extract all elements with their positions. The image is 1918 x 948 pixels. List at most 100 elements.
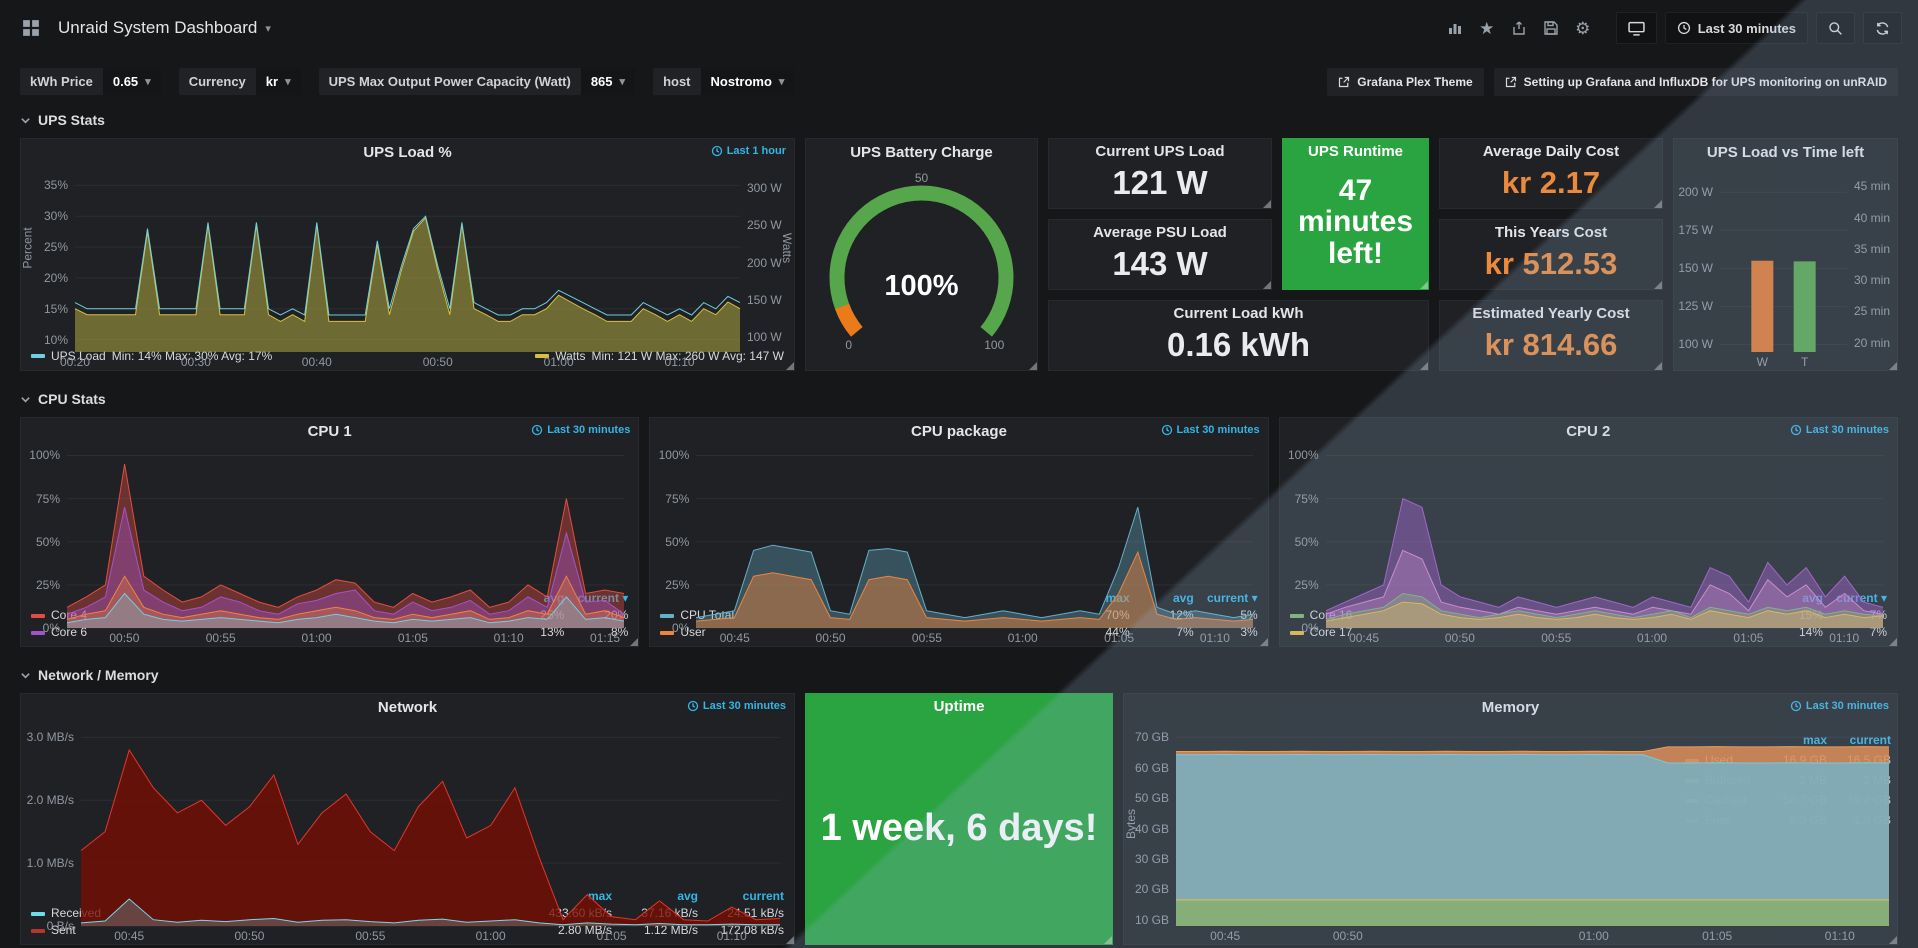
panel-title[interactable]: Uptime <box>933 697 985 715</box>
panel-resize-handle[interactable] <box>630 638 639 646</box>
panel-title[interactable]: UPS Battery Charge <box>850 143 993 161</box>
cpu-package-plot[interactable]: 0% 25% 50% 75% 100% 00:45 00:50 00:55 01:00 01:05… <box>650 444 1267 645</box>
legend-series[interactable]: Watts Min: 121 W Max: 260 W Avg: 147 W <box>535 349 784 363</box>
panel-estimated-yearly-cost: Estimated Yearly Cost kr 814.66 <box>1439 300 1663 371</box>
panel-title[interactable]: Network Last 30 minutes <box>377 698 786 716</box>
link-ups-monitoring-guide[interactable]: Setting up Grafana and InfluxDB for UPS … <box>1493 68 1898 96</box>
add-panel-icon[interactable] <box>1440 13 1470 43</box>
panel-resize-handle[interactable] <box>1263 200 1271 208</box>
legend-series[interactable]: Core 4 <box>31 607 500 624</box>
apps-grid-icon[interactable] <box>16 13 46 43</box>
ups-stats-row: UPS Load % Last 1 hour 10% 15% 20% 25% 30% 35… <box>20 138 1898 371</box>
variable-value-dropdown[interactable]: kr ▾ <box>255 68 301 95</box>
legend-column-header[interactable]: current <box>742 889 784 903</box>
cpu-1-plot[interactable]: 0% 25% 50% 75% 100% 00:50 00:55 01:00 01:05 01:10… <box>21 444 638 645</box>
legend-series[interactable]: Core 6 <box>31 624 500 641</box>
panel-resize-handle[interactable] <box>1029 362 1037 370</box>
memory-plot[interactable]: 10 GB 20 GB 30 GB 40 GB 50 GB 60 GB 70 GB 00:45… <box>1124 720 1890 944</box>
panel-time-badge: Last 30 minutes <box>687 700 786 712</box>
ups-load-plot[interactable]: 10% 15% 20% 25% 30% 35% 100 W 150 W 200 W 250 W 30… <box>21 165 794 369</box>
chevron-down-icon <box>21 117 30 124</box>
legend-column-header[interactable]: max <box>587 889 612 903</box>
axis-tick-label: 01:00 <box>543 355 574 369</box>
panel-resize-handle[interactable] <box>786 362 794 370</box>
panel-title[interactable]: Average PSU Load <box>1093 223 1227 241</box>
panel-cpu-2: CPU 2 Last 30 minutes 0% 25% 50% 75% 100% 00:… <box>1278 417 1898 647</box>
legend-column-header[interactable]: current ▾ <box>1836 591 1887 605</box>
panel-title[interactable]: Estimated Yearly Cost <box>1472 304 1630 322</box>
panel-title[interactable]: CPU 2 Last 30 minutes <box>1566 422 1889 440</box>
cycle-view-tv-button[interactable] <box>1615 12 1657 44</box>
panel-resize-handle[interactable] <box>1104 936 1112 944</box>
panel-average-psu-load: Average PSU Load 143 W <box>1048 219 1272 290</box>
clock-icon <box>687 700 699 712</box>
panel-title[interactable]: UPS Runtime <box>1307 142 1403 160</box>
legend-value: 25% <box>500 607 564 624</box>
legend-series[interactable]: User <box>660 624 1065 641</box>
panel-resize-handle[interactable] <box>1263 281 1271 289</box>
chevron-down-icon <box>21 396 30 403</box>
network-plot[interactable]: 0 B/s 1.0 MB/s 2.0 MB/s 3.0 MB/s 00:45 00:50 0… <box>21 720 794 943</box>
axis-tick-label: 00:55 <box>911 631 942 645</box>
dashboard-title[interactable]: Unraid System Dashboard ▾ <box>58 18 271 38</box>
panel-title[interactable]: UPS Load vs Time left <box>1706 143 1865 161</box>
variable-value-dropdown[interactable]: Nostromo ▾ <box>700 68 795 95</box>
axis-tick-label: 0% <box>671 621 690 635</box>
zoom-out-button[interactable] <box>1816 12 1855 44</box>
link-grafana-plex-theme[interactable]: Grafana Plex Theme <box>1327 68 1484 96</box>
axis-tick-label: 01:05 <box>397 631 428 645</box>
axis-tick-label: 200 W <box>747 255 782 270</box>
axis-tick-label: 150 W <box>747 292 782 307</box>
legend-column-header[interactable]: max <box>1802 733 1827 747</box>
section-ups-stats[interactable]: UPS Stats <box>20 106 1898 134</box>
axis-tick-label: 0 B/s <box>46 919 74 933</box>
panel-title[interactable]: Current UPS Load <box>1095 142 1225 160</box>
legend-value: 7% <box>1869 625 1887 639</box>
time-range-picker[interactable]: Last 30 minutes <box>1664 12 1808 44</box>
panel-title[interactable]: UPS Load % Last 1 hour <box>363 143 786 161</box>
legend-series[interactable]: Sent <box>31 922 526 939</box>
panel-resize-handle[interactable] <box>1259 638 1268 646</box>
axis-tick-label: 20 GB <box>1134 882 1169 897</box>
panel-resize-handle[interactable] <box>1888 638 1897 646</box>
axis-tick-label: 00:55 <box>355 929 386 943</box>
panel-ups-load-vs-time-left: UPS Load vs Time left 100 W 125 W 150 W 175… <box>1673 138 1898 371</box>
cpu-2-plot[interactable]: 0% 25% 50% 75% 100% 00:45 00:50 00:55 01:00 01:05… <box>1280 444 1897 645</box>
panel-resize-handle[interactable] <box>1654 200 1662 208</box>
refresh-button[interactable] <box>1863 12 1902 44</box>
panel-title[interactable]: CPU package Last 30 minutes <box>911 422 1260 440</box>
panel-resize-handle[interactable] <box>1889 362 1897 370</box>
section-network-memory[interactable]: Network / Memory <box>20 661 1898 689</box>
ups-load-vs-time-plot[interactable]: 100 W 125 W 150 W 175 W 200 W 20 min 25 min 30 … <box>1674 165 1897 370</box>
panel-resize-handle[interactable] <box>1420 362 1428 370</box>
axis-tick-label: 01:15 <box>590 631 621 645</box>
star-icon[interactable]: ★ <box>1472 13 1502 43</box>
legend-column-header[interactable]: avg <box>1759 590 1823 607</box>
variable-value-dropdown[interactable]: 865 ▾ <box>580 68 636 95</box>
panel-title[interactable]: CPU 1 Last 30 minutes <box>307 422 631 440</box>
legend-column-header[interactable]: avg <box>1172 591 1194 605</box>
panel-title[interactable]: Average Daily Cost <box>1482 142 1620 160</box>
panel-title[interactable]: Current Load kWh <box>1173 304 1304 322</box>
legend-column-header[interactable]: max <box>1066 590 1130 607</box>
legend-column-header[interactable]: current ▾ <box>1206 591 1258 605</box>
panel-network: Network Last 30 minutes 0 B/s 1.0 MB/s 2.0… <box>20 693 795 945</box>
panel-title[interactable]: Memory Last 30 minutes <box>1481 698 1889 716</box>
axis-tick-label: 100 <box>984 338 1005 353</box>
legend-series[interactable]: Core 17 <box>1289 624 1759 641</box>
legend-column-header[interactable]: avg <box>677 889 698 903</box>
panel-title[interactable]: This Years Cost <box>1494 223 1608 241</box>
panel-resize-handle[interactable] <box>1654 281 1662 289</box>
settings-gear-icon[interactable]: ⚙ <box>1568 13 1598 43</box>
panel-resize-handle[interactable] <box>1654 362 1662 370</box>
share-icon[interactable] <box>1504 13 1534 43</box>
save-icon[interactable] <box>1536 13 1566 43</box>
section-cpu-stats[interactable]: CPU Stats <box>20 385 1898 413</box>
legend-column-header[interactable]: current <box>1849 733 1891 747</box>
panel-resize-handle[interactable] <box>1889 936 1897 944</box>
legend-series[interactable]: UPS Load Min: 14% Max: 30% Avg: 17% <box>31 349 272 363</box>
axis-tick-label: 45 min <box>1854 179 1891 194</box>
panel-resize-handle[interactable] <box>786 936 794 944</box>
variable-value-dropdown[interactable]: 0.65 ▾ <box>102 68 161 95</box>
panel-resize-handle[interactable] <box>1420 281 1428 289</box>
